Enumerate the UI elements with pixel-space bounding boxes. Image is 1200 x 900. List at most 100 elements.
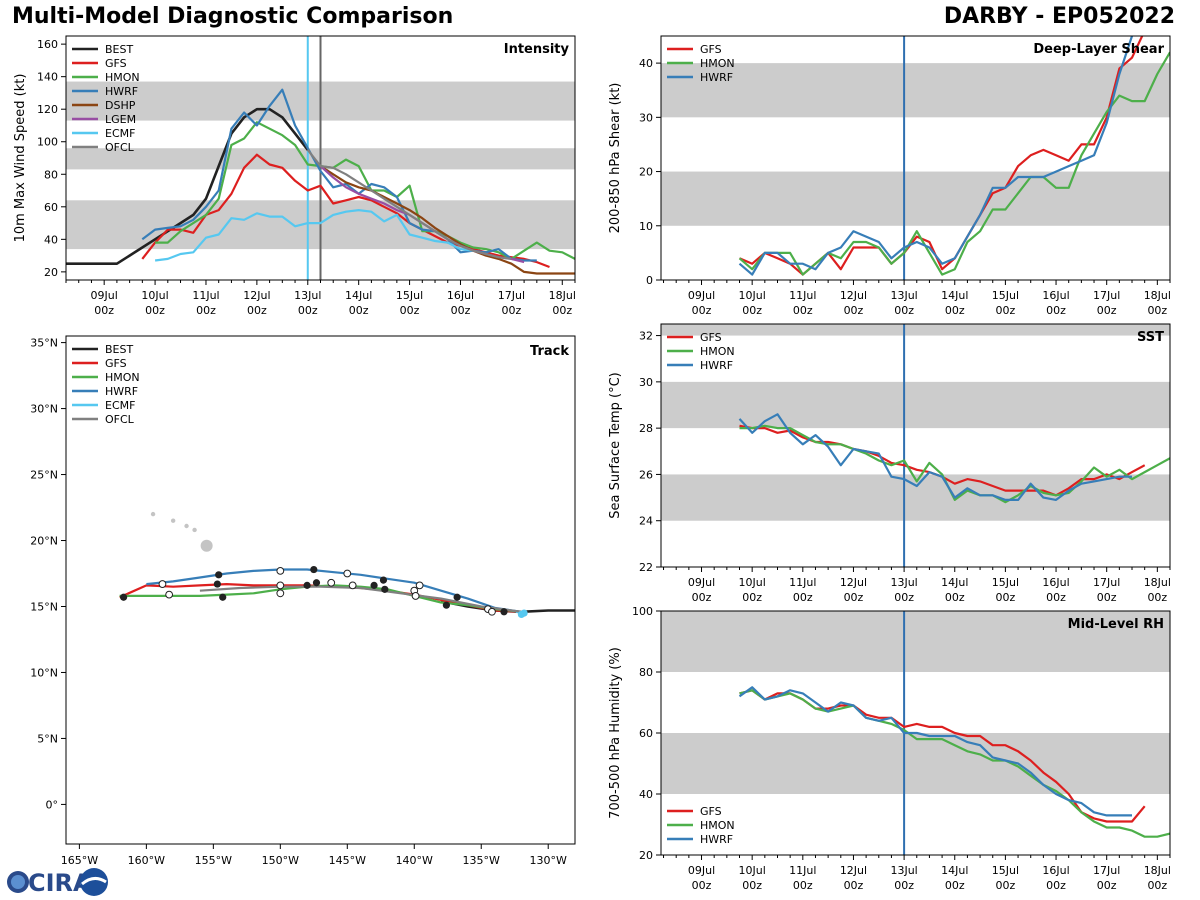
storm-title: DARBY - EP052022 bbox=[943, 4, 1175, 29]
track-forecast-marker bbox=[488, 607, 496, 616]
track-x-tick-label: 140°W bbox=[396, 854, 433, 867]
track-forecast-marker bbox=[158, 580, 167, 588]
track-island bbox=[150, 511, 156, 517]
intensity-x-tick-date: 18Jul bbox=[549, 289, 576, 302]
rh-x-tick-hour: 00z bbox=[945, 879, 965, 892]
sst-legend-label: HMON bbox=[700, 345, 735, 358]
shear-frame bbox=[660, 35, 1171, 281]
sst-x-tick-hour: 00z bbox=[844, 591, 864, 604]
track-y-tick-label: 20°N bbox=[30, 535, 58, 548]
shear-x-tick-hour: 00z bbox=[793, 304, 813, 317]
shear-legend-label: HMON bbox=[700, 57, 735, 70]
sst-x-tick-hour: 00z bbox=[692, 591, 712, 604]
sst-x-tick-hour: 00z bbox=[1097, 591, 1117, 604]
intensity-x-tick-hour: 00z bbox=[298, 304, 318, 317]
cira-logo: CIRA bbox=[7, 868, 108, 897]
intensity-x-tick-date: 12Jul bbox=[243, 289, 270, 302]
track-position-marker bbox=[453, 593, 461, 601]
shear-x-tick-date: 10Jul bbox=[739, 289, 766, 302]
sst-x-tick-date: 10Jul bbox=[739, 576, 766, 589]
intensity-legend-label: DSHP bbox=[105, 99, 136, 112]
shear-legend-label: GFS bbox=[700, 43, 722, 56]
intensity-y-label: 10m Max Wind Speed (kt) bbox=[13, 74, 28, 243]
sst-x-tick-date: 11Jul bbox=[789, 576, 816, 589]
sst-x-tick-hour: 00z bbox=[742, 591, 762, 604]
track-x-tick-label: 150°W bbox=[262, 854, 299, 867]
rh-series-hmon bbox=[739, 689, 1170, 838]
shear-x-tick-date: 11Jul bbox=[789, 289, 816, 302]
shear-x-tick-date: 13Jul bbox=[890, 289, 917, 302]
shear-y-tick-label: 20 bbox=[639, 166, 653, 179]
intensity-y-tick-label: 40 bbox=[44, 233, 58, 246]
intensity-legend-label: HMON bbox=[105, 71, 140, 84]
shear-legend-label: HWRF bbox=[700, 71, 733, 84]
intensity-x-tick-date: 15Jul bbox=[396, 289, 423, 302]
rh-x-tick-hour: 00z bbox=[1147, 879, 1167, 892]
intensity-x-tick-date: 14Jul bbox=[345, 289, 372, 302]
track-position-marker bbox=[119, 593, 128, 601]
track-legend-label: OFCL bbox=[105, 413, 135, 426]
sst-x-tick-date: 17Jul bbox=[1093, 576, 1120, 589]
intensity-x-tick-date: 09Jul bbox=[91, 289, 118, 302]
intensity-y-tick-label: 60 bbox=[44, 201, 58, 214]
intensity-x-tick-hour: 00z bbox=[145, 304, 165, 317]
rh-x-tick-hour: 00z bbox=[742, 879, 762, 892]
track-y-tick-label: 25°N bbox=[30, 469, 58, 482]
shear-y-label: 200-850 hPa Shear (kt) bbox=[608, 83, 623, 234]
sst-x-tick-date: 14Jul bbox=[941, 576, 968, 589]
intensity-series-best bbox=[66, 107, 309, 266]
track-position-marker bbox=[215, 571, 223, 579]
rh-x-tick-date: 15Jul bbox=[992, 864, 1019, 877]
sst-x-tick-date: 12Jul bbox=[840, 576, 867, 589]
intensity-x-tick-hour: 00z bbox=[196, 304, 216, 317]
rh-y-tick-label: 40 bbox=[639, 788, 653, 801]
track-forecast-marker bbox=[343, 569, 352, 578]
shear-x-tick-hour: 00z bbox=[1046, 304, 1066, 317]
track-position-marker bbox=[379, 576, 388, 584]
shear-x-tick-date: 14Jul bbox=[941, 289, 968, 302]
shear-y-tick-label: 0 bbox=[646, 274, 653, 287]
rh-x-tick-hour: 00z bbox=[844, 879, 864, 892]
rh-x-tick-date: 14Jul bbox=[941, 864, 968, 877]
track-position-marker bbox=[500, 608, 508, 616]
sst-legend-label: GFS bbox=[700, 331, 722, 344]
shear-x-tick-hour: 00z bbox=[996, 304, 1016, 317]
sst-x-tick-hour: 00z bbox=[1147, 591, 1167, 604]
shear-x-tick-hour: 00z bbox=[1097, 304, 1117, 317]
panel-sst: 09Jul 00z 10Jul 00z 11Jul 00z 12Jul 00z 13Jul 00z… bbox=[608, 323, 1171, 604]
sst-x-tick-hour: 00z bbox=[996, 591, 1016, 604]
rh-x-tick-date: 09Jul bbox=[688, 864, 715, 877]
sst-panel-title: SST bbox=[1137, 330, 1164, 345]
track-position-marker bbox=[442, 601, 451, 609]
intensity-panel-title: Intensity bbox=[504, 42, 570, 57]
rh-x-tick-date: 12Jul bbox=[840, 864, 867, 877]
intensity-legend-label: GFS bbox=[105, 57, 127, 70]
intensity-y-tick-label: 120 bbox=[37, 103, 58, 116]
rh-panel-title: Mid-Level RH bbox=[1068, 617, 1164, 632]
rh-legend-label: GFS bbox=[700, 805, 722, 818]
rh-series-hwrf bbox=[738, 686, 1132, 817]
rh-x-tick-hour: 00z bbox=[793, 879, 813, 892]
track-forecast-marker bbox=[276, 589, 285, 598]
track-position-marker bbox=[312, 579, 321, 587]
intensity-x-tick-date: 17Jul bbox=[498, 289, 525, 302]
track-position-marker bbox=[310, 565, 318, 574]
track-x-tick-label: 155°W bbox=[195, 854, 232, 867]
intensity-y-tick-label: 20 bbox=[44, 266, 58, 279]
track-forecast-marker bbox=[165, 590, 174, 599]
intensity-x-tick-date: 11Jul bbox=[192, 289, 219, 302]
track-legend-label: HMON bbox=[105, 371, 140, 384]
shear-x-tick-date: 18Jul bbox=[1144, 289, 1171, 302]
track-forecast-marker bbox=[276, 566, 285, 575]
intensity-series-ofcl bbox=[306, 149, 512, 260]
panel-intensity: 09Jul 00z 10Jul 00z 11Jul 00z 12Jul 00z 13Jul 00z… bbox=[13, 35, 576, 317]
satellite-logo-icon bbox=[80, 868, 108, 896]
shear-y-tick-label: 40 bbox=[639, 57, 653, 70]
page-title: Multi-Model Diagnostic Comparison bbox=[12, 4, 454, 29]
intensity-x-tick-hour: 00z bbox=[94, 304, 114, 317]
rh-x-tick-date: 17Jul bbox=[1093, 864, 1120, 877]
sst-x-tick-date: 09Jul bbox=[688, 576, 715, 589]
rh-x-tick-date: 10Jul bbox=[739, 864, 766, 877]
intensity-legend-label: HWRF bbox=[105, 85, 138, 98]
track-island bbox=[170, 518, 176, 523]
